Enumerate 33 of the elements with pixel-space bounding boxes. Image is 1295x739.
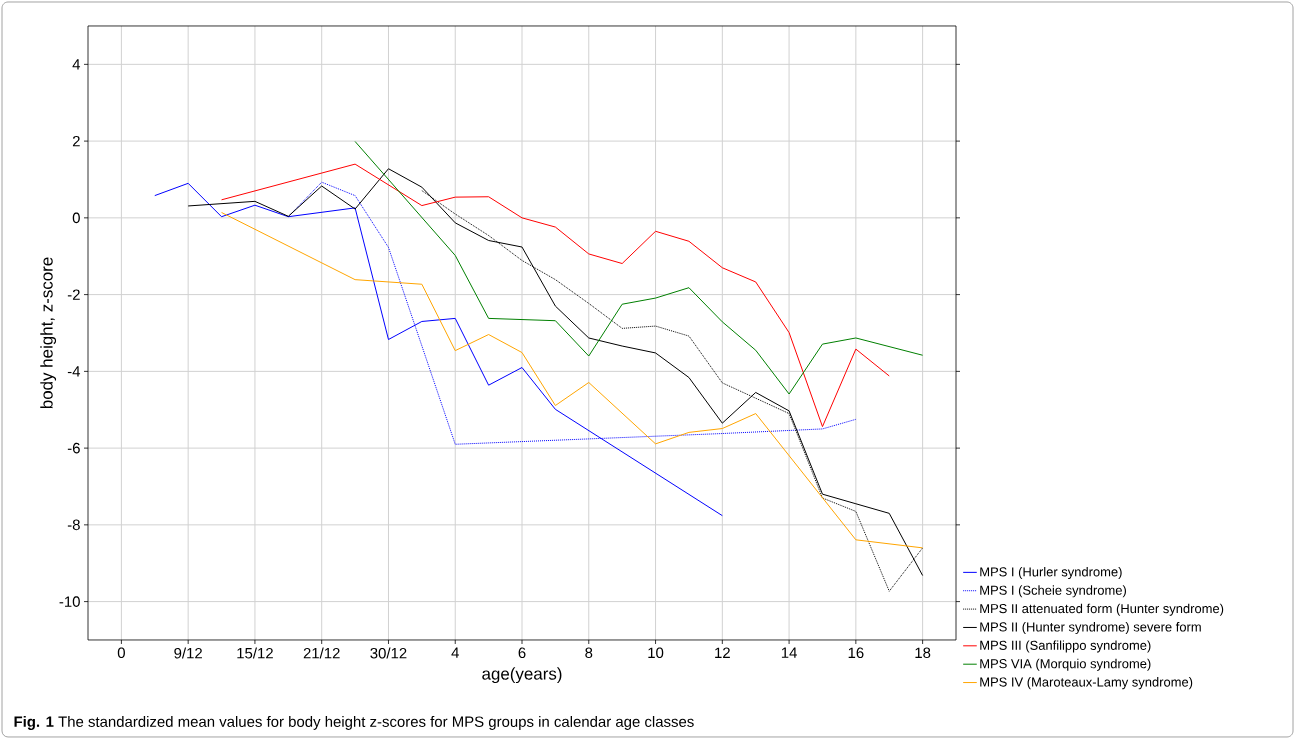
x-tick-label: 8: [585, 647, 593, 659]
x-tick-label: 6: [518, 647, 526, 659]
y-tick-label: -2: [67, 289, 80, 300]
x-tick-label: 14: [781, 647, 797, 658]
x-tick-label: 18: [915, 647, 931, 659]
y-tick-label: -6: [67, 442, 80, 454]
y-axis-title: body height, z-score: [40, 257, 57, 409]
y-tick-label: 2: [72, 135, 80, 147]
legend-label: MPS I (Hurler syndrome): [980, 566, 1122, 579]
x-tick-label: 16: [848, 647, 864, 659]
line-series: [221, 211, 924, 549]
x-tick-label: 4: [451, 647, 459, 658]
x-tick-label: 9/12: [174, 647, 202, 659]
x-tick-label: 12: [715, 647, 730, 658]
y-tick-label: 0: [72, 212, 80, 224]
legend-label: MPS VIA (Morquio syndrome): [980, 658, 1151, 671]
x-tick-label: 30/12: [370, 647, 407, 659]
y-tick-label: 4: [72, 59, 81, 70]
text: Fig. 1 The standardized mean values for body height z-scores for MPS groups in calendar age classes: [14, 715, 694, 730]
y-tick-label: -8: [67, 519, 80, 531]
legend-label: MPS I (Scheie syndrome): [980, 585, 1126, 598]
y-tick-label: -4: [67, 366, 81, 377]
x-axis-title: age(years): [482, 667, 562, 684]
legend-label: MPS III (Sanfilippo syndrome): [980, 640, 1151, 653]
legend-label: MPS II (Hunter syndrome) severe form: [980, 622, 1201, 635]
x-tick-label: 21/12: [303, 647, 340, 659]
x-tick-label: 0: [117, 647, 125, 659]
x-tick-label: 10: [648, 647, 664, 659]
legend-label: MPS II attenuated form (Hunter syndrome): [980, 603, 1224, 616]
y-tick-label: -10: [59, 596, 80, 607]
legend-label: MPS IV (Maroteaux-Lamy syndrome): [980, 677, 1193, 690]
line-series: [221, 163, 890, 428]
x-tick-label: 15/12: [237, 647, 273, 659]
